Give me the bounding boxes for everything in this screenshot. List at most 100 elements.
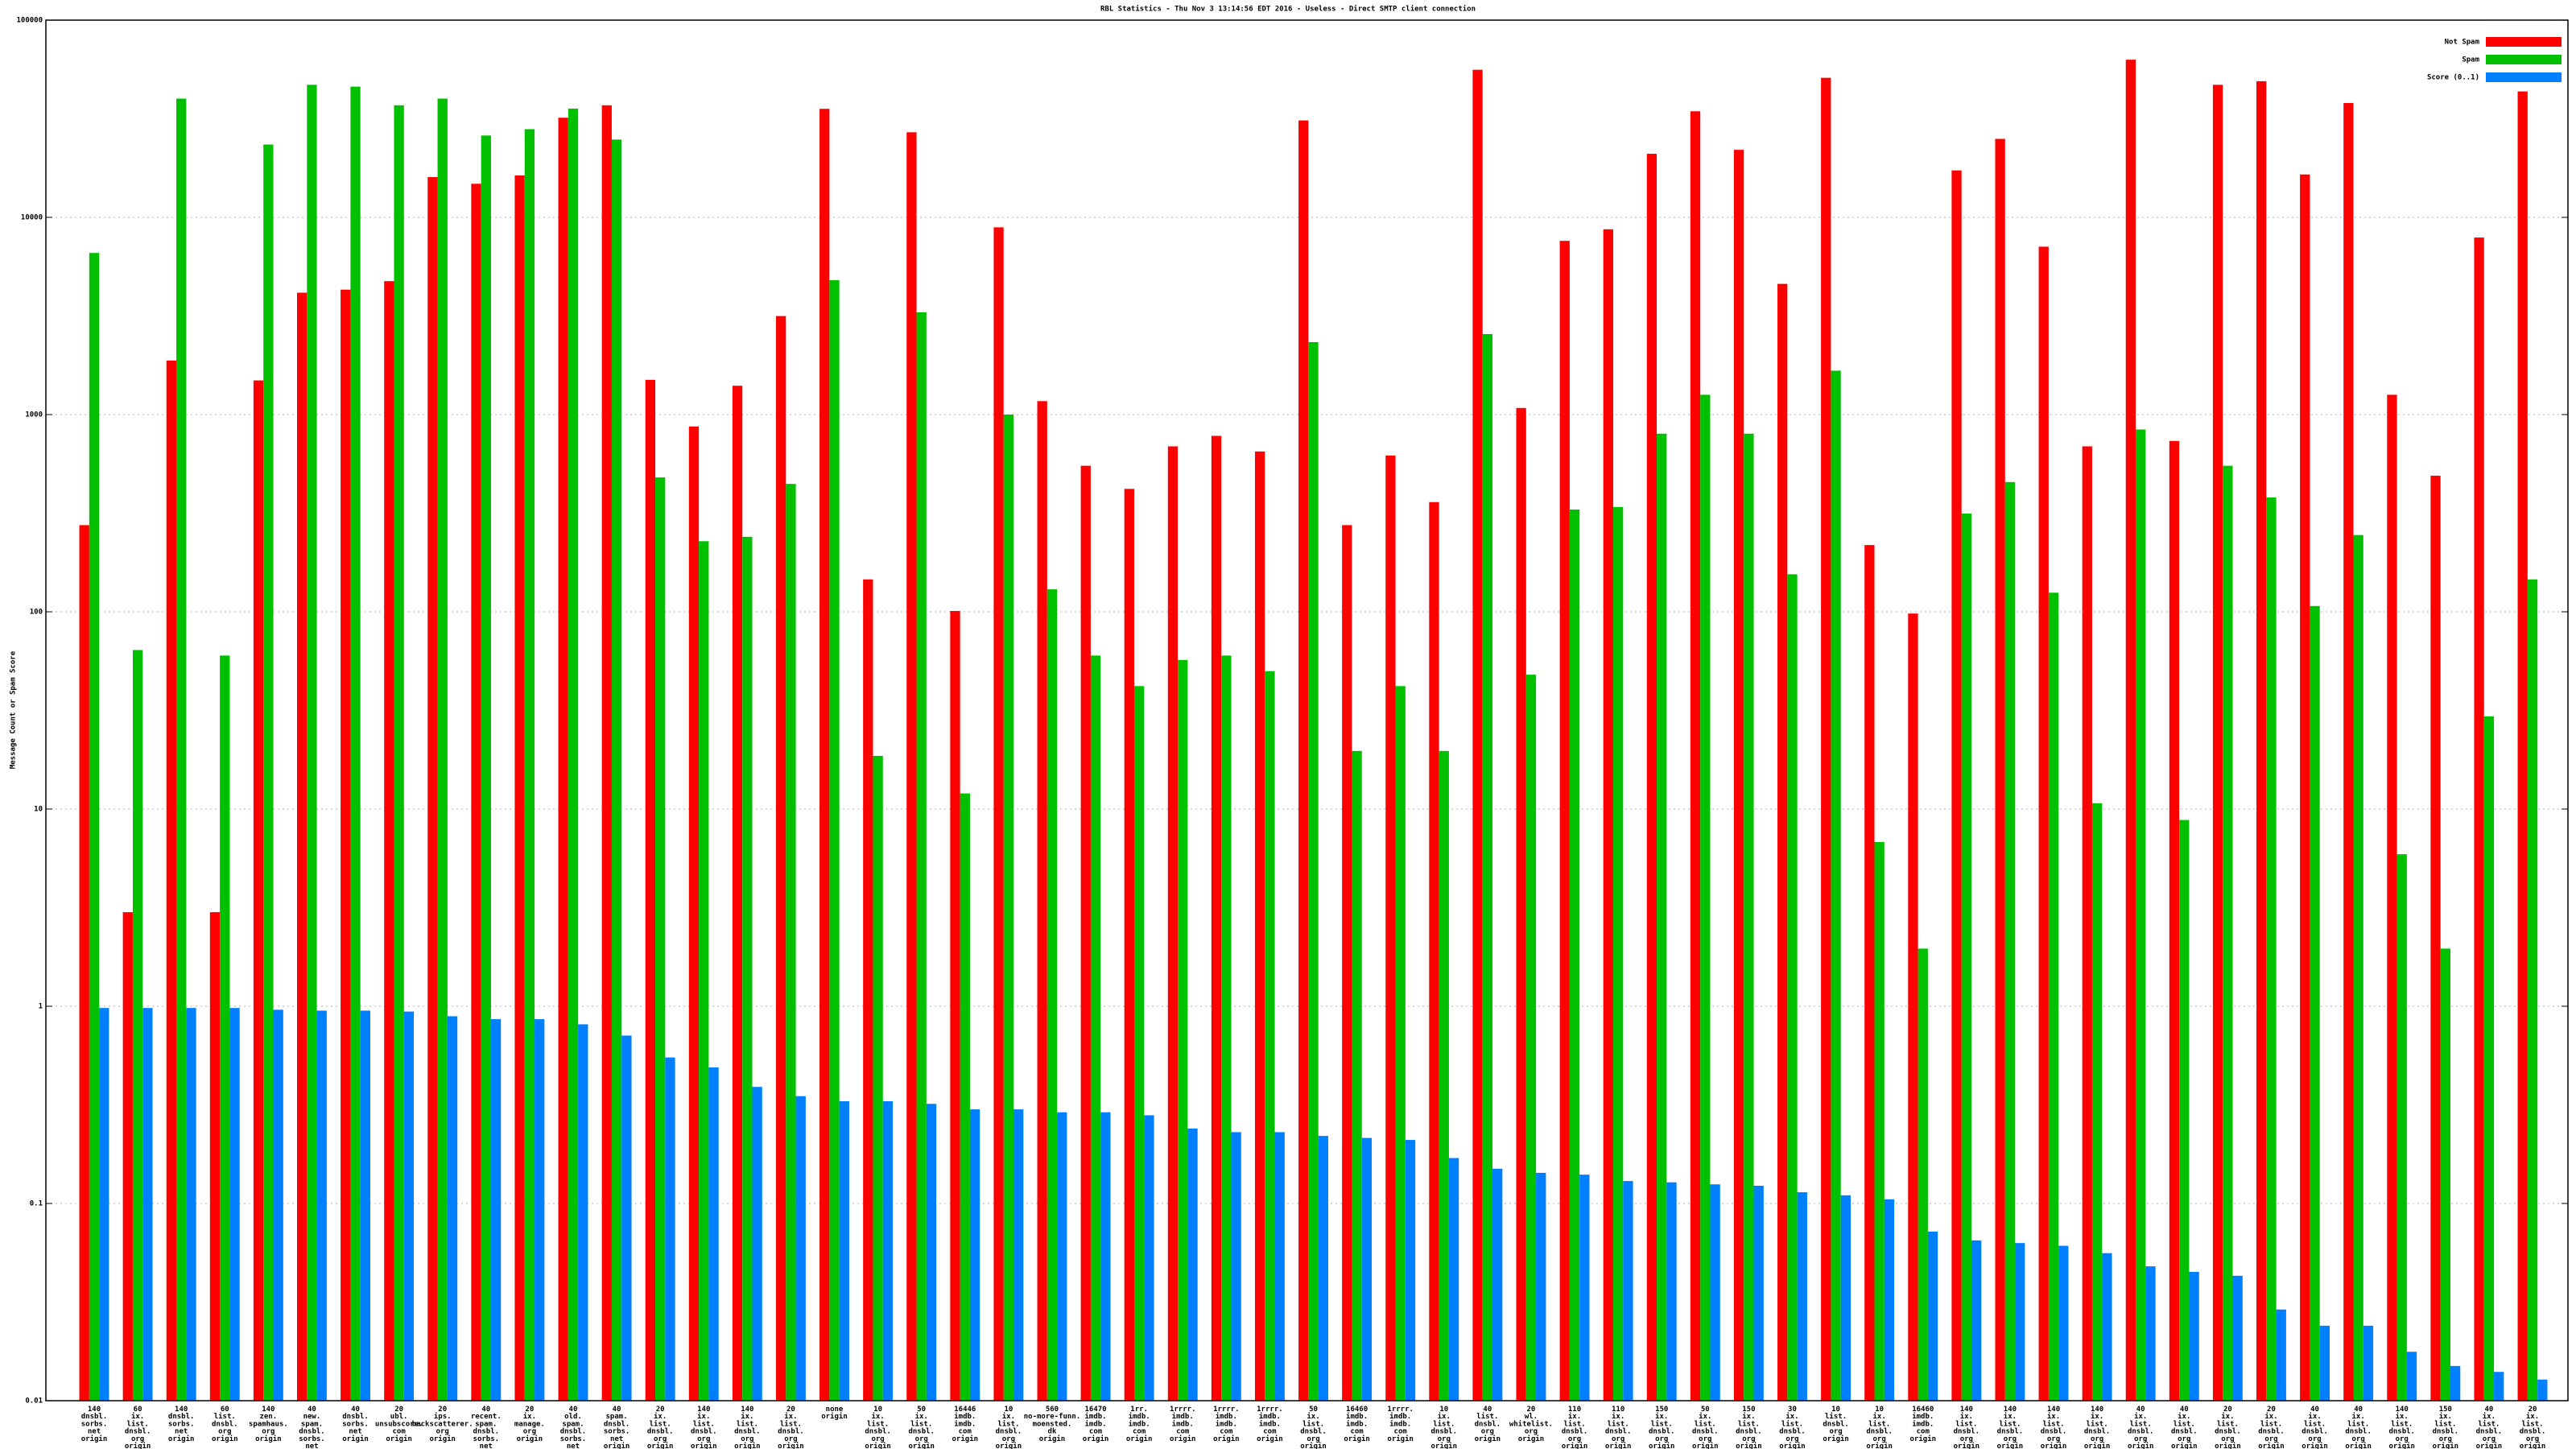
- bar: [1777, 283, 1788, 1402]
- bar: [253, 380, 264, 1402]
- bar: [490, 1019, 502, 1401]
- y-axis-label: Message Count or Spam Score: [10, 650, 18, 769]
- bar: [316, 1010, 327, 1401]
- x-tick-label: 16446 imdb. imdb. com origin: [952, 1406, 979, 1443]
- x-tick-label: 1rrrr. imdb. imdb. com origin: [1170, 1406, 1196, 1443]
- bar: [1710, 1184, 1720, 1401]
- x-tick-label: 40 list. dnsbl. org origin: [1475, 1406, 1501, 1443]
- bar: [1951, 170, 1962, 1401]
- bar: [993, 227, 1004, 1402]
- y-tick-label: 100000: [16, 17, 43, 25]
- bar: [2145, 1266, 2156, 1401]
- bar: [2300, 174, 2310, 1401]
- x-tick-label: 10 ix. list. dnsbl. org origin: [1431, 1406, 1458, 1449]
- bar: [2232, 1275, 2243, 1401]
- bar: [307, 85, 317, 1401]
- bar: [514, 175, 525, 1401]
- bar: [839, 1100, 849, 1401]
- x-tick-label: 140 zen. spamhaus. org origin: [249, 1406, 288, 1443]
- x-tick-label: 150 ix. list. dnsbl. org origin: [1736, 1406, 1762, 1449]
- bar: [2091, 803, 2103, 1401]
- x-tick-label: 20 ix. manage. org origin: [514, 1406, 545, 1443]
- x-tick-label: 20 ips. backscatterer. org origin: [412, 1406, 473, 1443]
- bar: [341, 289, 351, 1401]
- bar: [1971, 1240, 1982, 1401]
- bar: [2406, 1352, 2417, 1401]
- bar: [1124, 489, 1134, 1401]
- bar: [2212, 85, 2223, 1401]
- bar: [1265, 671, 1275, 1401]
- bar: [176, 98, 187, 1401]
- bar: [209, 912, 221, 1401]
- x-tick-label: 16460 imdb. imdb. com origin: [1909, 1406, 1936, 1443]
- bar: [1211, 436, 1222, 1402]
- x-tick-label: 150 ix. list. dnsbl. org origin: [1649, 1406, 1675, 1449]
- x-tick-label: 40 dnsbl. sorbs. net origin: [342, 1406, 369, 1443]
- bar: [142, 1008, 153, 1401]
- bar: [863, 579, 873, 1401]
- bar: [1961, 513, 1971, 1401]
- x-tick-label: 560 no-more-funn. moensted. dk origin: [1024, 1406, 1080, 1443]
- bar: [558, 118, 568, 1401]
- x-tick-label: 140 ix. list. dnsbl. org origin: [2388, 1406, 2415, 1449]
- bar: [350, 86, 361, 1402]
- bar: [1013, 1109, 1024, 1401]
- x-tick-label: 140 dnsbl. sorbs. net origin: [81, 1406, 108, 1443]
- bar: [2102, 1253, 2112, 1401]
- bar: [1753, 1185, 1764, 1401]
- bar: [263, 144, 274, 1401]
- bar: [437, 98, 448, 1401]
- bar: [2136, 429, 2146, 1402]
- bar: [1646, 154, 1657, 1401]
- bar: [906, 132, 917, 1401]
- bar: [1187, 1128, 1198, 1401]
- bar: [916, 312, 927, 1401]
- bar: [2517, 91, 2528, 1402]
- bar: [2310, 605, 2320, 1401]
- x-tick-label: 40 ix. list. dnsbl. org origin: [2476, 1406, 2503, 1449]
- bar: [1840, 1195, 1852, 1401]
- bar: [882, 1100, 894, 1401]
- x-tick-label: 140 ix. list. dnsbl. org origin: [1954, 1406, 1980, 1449]
- bar: [1167, 446, 1179, 1402]
- y-tick-label: 10: [34, 806, 43, 814]
- legend-label: Not Spam: [2445, 39, 2480, 47]
- bar: [99, 1008, 109, 1401]
- bar: [1690, 111, 1701, 1401]
- bar: [2474, 237, 2484, 1402]
- x-tick-label: 140 ix. list. dnsbl. org origin: [734, 1406, 761, 1449]
- bar: [2440, 948, 2450, 1401]
- bar: [950, 610, 960, 1401]
- x-tick-label: 30 ix. list. dnsbl. org origin: [1779, 1406, 1806, 1449]
- bar: [1908, 613, 1918, 1401]
- y-tick-label: 0.01: [25, 1397, 43, 1406]
- bar: [1221, 655, 1232, 1401]
- bar: [786, 484, 796, 1401]
- bar: [1298, 120, 1309, 1402]
- bar: [1666, 1182, 1677, 1401]
- bar: [427, 176, 438, 1401]
- bar: [1080, 465, 1091, 1402]
- bar: [1439, 750, 1449, 1401]
- bar: [1361, 1137, 1373, 1401]
- bar: [1057, 1112, 1067, 1401]
- bar: [1995, 138, 2005, 1402]
- bar: [2125, 60, 2136, 1401]
- bar: [1569, 509, 1580, 1401]
- x-tick-label: 10 ix. list. dnsbl. org origin: [996, 1406, 1022, 1449]
- bar: [752, 1087, 762, 1401]
- bar: [1787, 574, 1798, 1402]
- x-tick-label: 140 ix. list. dnsbl. org origin: [1997, 1406, 2024, 1449]
- bar: [969, 1109, 980, 1401]
- bar: [2179, 819, 2190, 1401]
- bar: [1492, 1168, 1503, 1401]
- legend-swatch: [2486, 37, 2562, 47]
- bar: [524, 129, 535, 1401]
- x-tick-label: 140 ix. list. dnsbl. org origin: [691, 1406, 717, 1449]
- bar: [568, 108, 579, 1401]
- bar: [578, 1024, 588, 1401]
- x-tick-label: 140 ix. list. dnsbl. org origin: [2084, 1406, 2111, 1449]
- x-tick-label: 140 ix. list. dnsbl. org origin: [2041, 1406, 2067, 1449]
- x-tick-label: 50 ix. list. dnsbl. org origin: [1300, 1406, 1327, 1449]
- bar: [1657, 433, 1667, 1402]
